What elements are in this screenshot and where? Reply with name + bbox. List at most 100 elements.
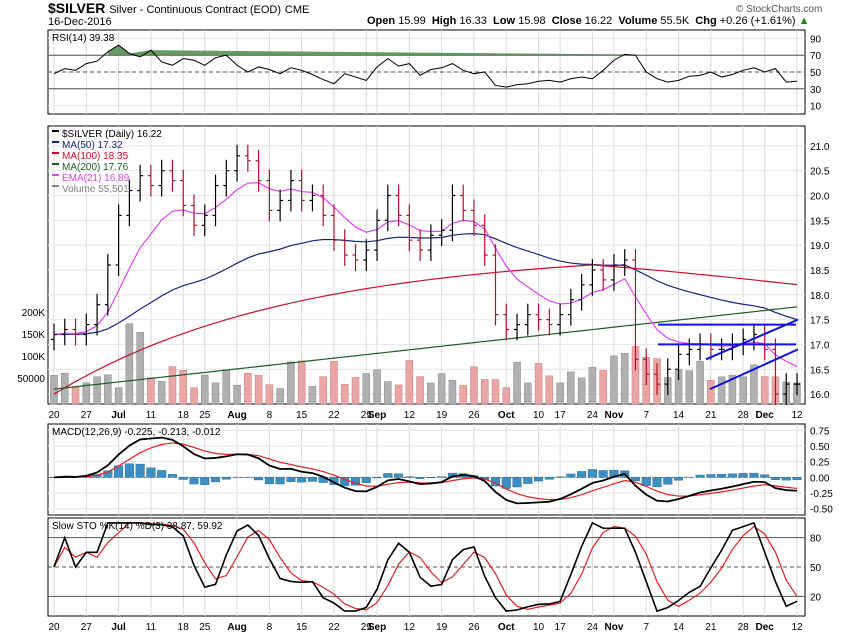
y-tick-label: 19.5 xyxy=(810,216,830,227)
volume-bar xyxy=(480,379,489,405)
volume-bar xyxy=(620,353,629,405)
volume-bar xyxy=(50,375,58,405)
legend-ma50: MA(50) 17.32 xyxy=(62,140,123,151)
macd-histogram-bar xyxy=(178,477,188,480)
sto-legend: Slow STO %K(14) %D(3) 38.87, 59.92 xyxy=(52,521,223,532)
y-tick-label: 18.0 xyxy=(810,291,830,302)
macd-histogram-bar xyxy=(404,476,414,478)
volume-bar xyxy=(491,379,500,405)
volume-bar xyxy=(211,382,220,405)
y-tick-label: 90 xyxy=(810,34,822,45)
y-tick-label: 20.0 xyxy=(810,192,830,203)
y-tick-label: 50 xyxy=(810,68,822,79)
legend-ema21: EMA(21) 16.89 xyxy=(62,173,130,184)
volume-bar xyxy=(179,370,187,405)
volume-bar xyxy=(362,373,371,405)
volume-bar xyxy=(750,364,758,405)
macd-histogram-bar xyxy=(157,470,167,478)
macd-legend: MACD(12,26,9) -0.225, -0.213, -0.012 xyxy=(52,427,221,438)
x-tick-label: 27 xyxy=(81,410,93,421)
x-tick-label: 15 xyxy=(296,622,308,633)
volume-bar xyxy=(114,387,123,405)
x-tick-label: 11 xyxy=(146,410,157,421)
volume-bar xyxy=(104,374,112,405)
x-tick-label: 7 xyxy=(643,622,649,633)
x-tick-label: 10 xyxy=(533,410,545,421)
x-tick-label: 21 xyxy=(705,622,717,633)
legend-ma200: MA(200) 17.76 xyxy=(62,162,129,173)
volume-bar xyxy=(384,381,392,405)
macd-histogram-bar xyxy=(717,474,727,478)
x-tick-label: 28 xyxy=(738,410,750,421)
x-tick-label: 22 xyxy=(328,410,340,421)
x-tick-label: 17 xyxy=(555,622,567,633)
x-tick-label: 12 xyxy=(791,410,803,421)
volume-bar xyxy=(760,376,769,405)
rsi-overbought-fill xyxy=(107,45,625,56)
macd-histogram-bar xyxy=(307,477,317,482)
volume-bar xyxy=(330,361,338,405)
x-tick-label: 11 xyxy=(146,622,157,633)
volume-bar xyxy=(513,361,521,405)
macd-histogram-bar xyxy=(146,467,156,478)
y-tick-label: 30 xyxy=(810,85,822,96)
volume-bar xyxy=(577,377,586,405)
x-tick-label: 18 xyxy=(178,410,190,421)
volume-bar xyxy=(696,361,704,405)
x-tick-label: 18 xyxy=(178,622,190,633)
symbol: $SILVER xyxy=(48,0,106,16)
wedge-lower-line xyxy=(709,348,799,391)
volume-bar xyxy=(287,361,295,405)
x-tick-label: 10 xyxy=(533,622,545,633)
legend-swatch xyxy=(52,174,59,176)
x-tick-label: Jul xyxy=(111,622,126,633)
y-tick-label: 10 xyxy=(810,102,822,113)
y-tick-label: 16.0 xyxy=(810,390,830,401)
macd-histogram-bar xyxy=(135,463,145,478)
y-tick-label: 0.25 xyxy=(810,458,830,469)
x-tick-label: 8 xyxy=(267,622,273,633)
macd-histogram-bar xyxy=(103,470,113,478)
macd-histogram-bar xyxy=(124,463,134,478)
volume-bar xyxy=(244,372,252,405)
macd-histogram-bar xyxy=(211,477,221,483)
x-tick-label: 20 xyxy=(48,622,60,633)
volume-bar xyxy=(254,375,263,405)
macd-histogram-bar xyxy=(372,477,382,479)
y-tick-label: -0.25 xyxy=(810,489,833,500)
y-tick-label: 0.75 xyxy=(810,426,830,437)
macd-histogram-bar xyxy=(286,477,296,482)
volume-bar xyxy=(297,360,306,405)
macd-histogram-bar xyxy=(770,477,780,480)
x-tick-label: 19 xyxy=(436,410,448,421)
y-tick-label: 19.0 xyxy=(810,241,830,252)
macd-histogram-bar xyxy=(534,477,544,482)
x-tick-label: 25 xyxy=(199,410,211,421)
macd-histogram-bar xyxy=(254,477,264,481)
quote-summary: Open 15.99 High 16.33 Low 15.98 Close 16… xyxy=(367,15,810,27)
macd-histogram-bar xyxy=(727,473,737,478)
volume-bar xyxy=(739,376,747,405)
ma100-line xyxy=(53,264,798,395)
rsi-line xyxy=(53,44,798,88)
x-tick-label: 12 xyxy=(791,622,803,633)
volume-bar xyxy=(545,375,554,405)
y-tick-label: 16.5 xyxy=(810,365,830,376)
x-tick-label: Sep xyxy=(368,410,386,421)
y-tick-label: -0.50 xyxy=(810,505,833,516)
macd-histogram-bar xyxy=(577,471,587,478)
legend-swatch xyxy=(52,130,59,132)
volume-bar xyxy=(190,387,198,405)
volume-bar xyxy=(588,366,597,405)
triangle-up-icon: ▲ xyxy=(798,15,810,27)
volume-bar xyxy=(502,387,511,405)
y-tick-label: 0.00 xyxy=(810,473,830,484)
volume-bar xyxy=(459,385,467,405)
ma50-line xyxy=(53,232,798,336)
macd-histogram-bar xyxy=(437,476,447,478)
x-tick-label: Nov xyxy=(604,622,623,633)
macd-histogram-bar xyxy=(264,477,274,485)
volume-bar xyxy=(427,382,435,405)
volume-bar xyxy=(125,323,134,405)
y-tick-label: 18.5 xyxy=(810,266,830,277)
